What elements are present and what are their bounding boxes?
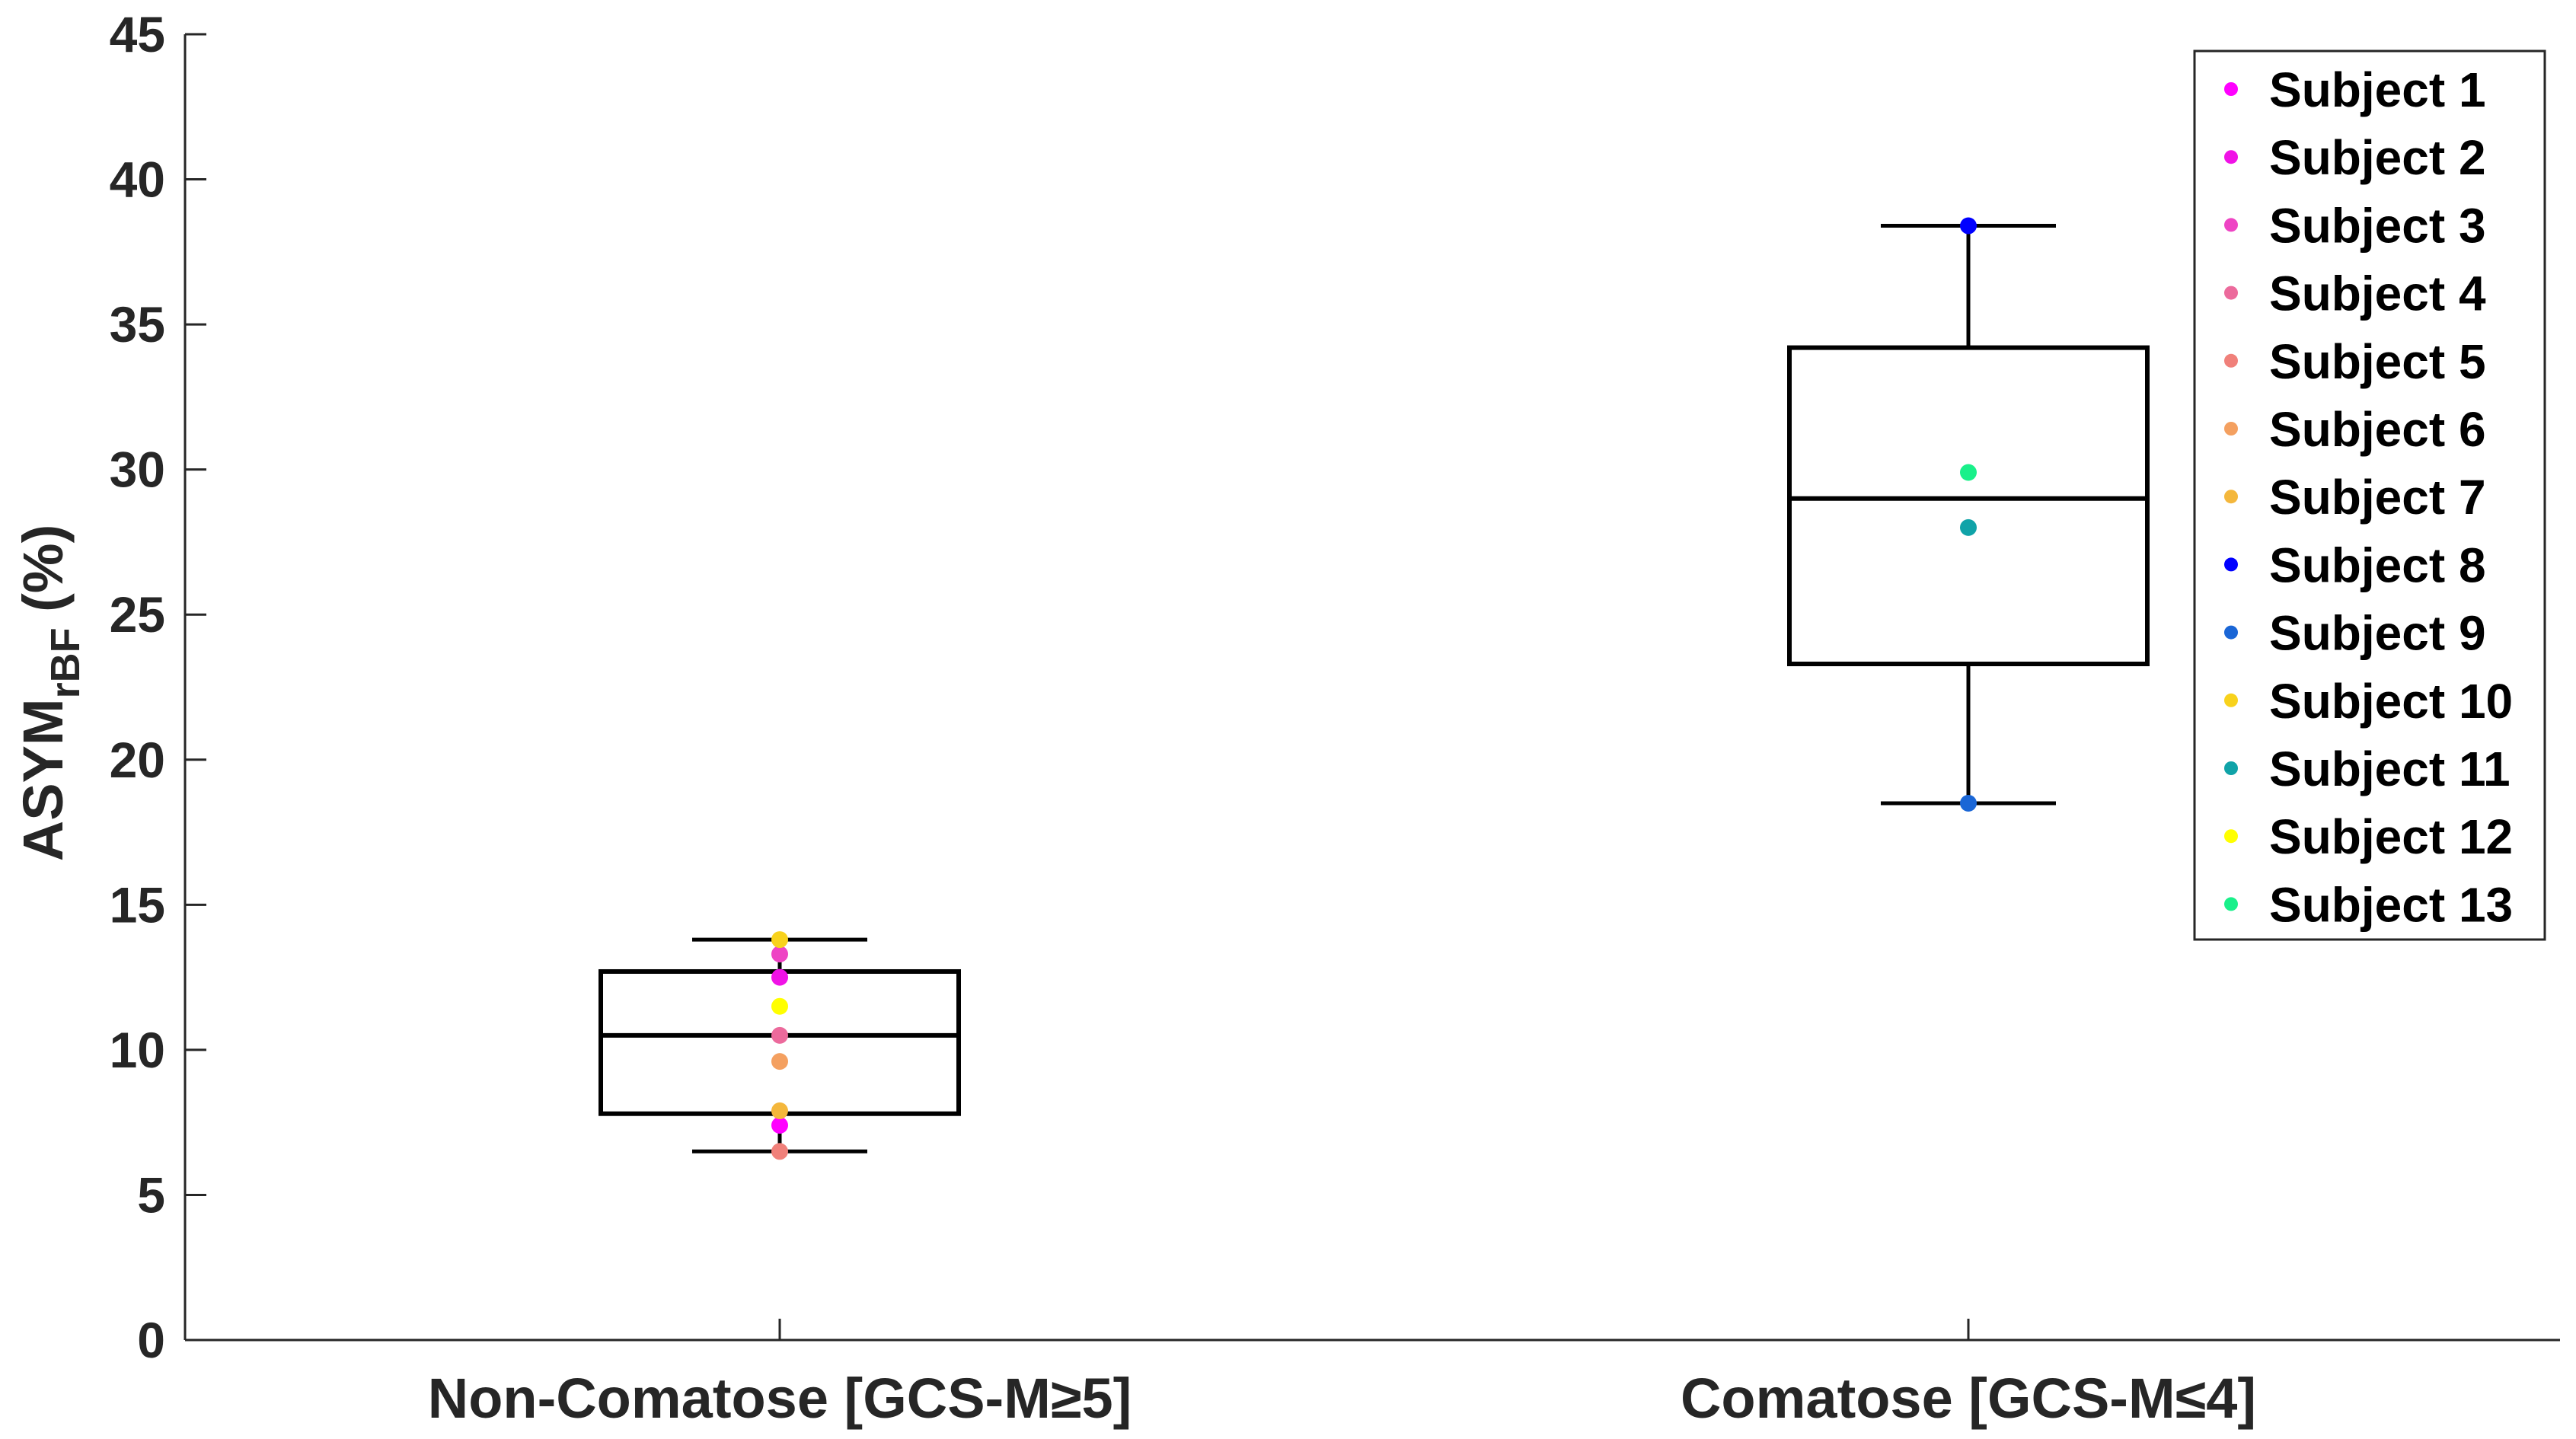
legend-item: Subject 9 bbox=[2224, 606, 2486, 661]
box-plots bbox=[599, 224, 2150, 1153]
y-axis-title-subscript: rBF bbox=[43, 627, 88, 698]
legend-label: Subject 9 bbox=[2269, 606, 2486, 661]
legend-marker bbox=[2224, 422, 2238, 436]
legend-item: Subject 6 bbox=[2224, 402, 2486, 457]
legend-label: Subject 7 bbox=[2269, 470, 2486, 525]
y-tick-label: 20 bbox=[110, 732, 165, 788]
y-tick-label: 35 bbox=[110, 296, 165, 353]
legend-item: Subject 2 bbox=[2224, 130, 2486, 185]
legend-label: Subject 12 bbox=[2269, 809, 2513, 864]
box-2 bbox=[1787, 224, 2150, 806]
legend-label: Subject 1 bbox=[2269, 62, 2486, 117]
y-tick-label: 30 bbox=[110, 442, 165, 498]
y-axis-ticks: 0 5 10 15 20 25 30 35 40 45 bbox=[110, 6, 206, 1368]
x-tick-label: Non-Comatose [GCS-M≥5] bbox=[428, 1367, 1132, 1430]
legend-marker bbox=[2224, 218, 2238, 232]
legend-label: Subject 5 bbox=[2269, 334, 2486, 389]
data-point-subject-1 bbox=[771, 1116, 788, 1134]
data-point-subject-12 bbox=[771, 997, 788, 1015]
legend-item: Subject 12 bbox=[2224, 809, 2513, 864]
y-tick-label: 25 bbox=[110, 586, 165, 643]
data-point-subject-3 bbox=[771, 946, 788, 963]
legend-marker bbox=[2224, 82, 2238, 96]
legend-marker bbox=[2224, 693, 2238, 707]
y-tick-label: 45 bbox=[110, 6, 165, 62]
legend: Subject 1 Subject 2 Subject 3 Subject 4 Subj… bbox=[2193, 49, 2546, 941]
legend-marker bbox=[2224, 761, 2238, 775]
legend-item: Subject 8 bbox=[2224, 538, 2486, 592]
legend-item: Subject 4 bbox=[2224, 266, 2486, 321]
legend-item: Subject 10 bbox=[2224, 674, 2513, 729]
y-tick-label: 5 bbox=[137, 1166, 165, 1223]
data-point-subject-8 bbox=[1960, 217, 1977, 235]
svg-text:ASYMrBF (%): ASYMrBF (%) bbox=[11, 525, 88, 861]
legend-label: Subject 3 bbox=[2269, 198, 2486, 253]
y-axis-title-main: ASYM bbox=[11, 698, 75, 861]
data-point-subject-11 bbox=[1960, 518, 1977, 536]
y-tick-label: 0 bbox=[137, 1312, 165, 1368]
data-point-subject-6 bbox=[771, 1053, 788, 1070]
legend-marker bbox=[2224, 557, 2238, 572]
subject-points bbox=[771, 217, 1977, 1160]
legend-item: Subject 5 bbox=[2224, 334, 2486, 389]
legend-marker bbox=[2224, 897, 2238, 911]
y-tick-label: 40 bbox=[110, 152, 165, 208]
legend-label: Subject 10 bbox=[2269, 674, 2513, 729]
data-point-subject-4 bbox=[771, 1026, 788, 1044]
data-point-subject-9 bbox=[1960, 794, 1977, 812]
legend-marker bbox=[2224, 490, 2238, 504]
plot-axes bbox=[184, 34, 2560, 1342]
y-axis-title: ASYMrBF (%) bbox=[11, 525, 88, 861]
legend-item: Subject 7 bbox=[2224, 470, 2486, 525]
data-point-subject-7 bbox=[771, 1102, 788, 1119]
legend-label: Subject 2 bbox=[2269, 130, 2486, 185]
y-axis-title-unit-text: (%) bbox=[11, 525, 75, 612]
legend-item: Subject 3 bbox=[2224, 198, 2486, 253]
legend-label: Subject 6 bbox=[2269, 402, 2486, 457]
data-point-subject-13 bbox=[1960, 464, 1977, 481]
y-tick-label: 10 bbox=[110, 1022, 165, 1078]
legend-label: Subject 11 bbox=[2269, 742, 2511, 796]
legend-marker bbox=[2224, 353, 2238, 368]
legend-item: Subject 13 bbox=[2224, 877, 2513, 932]
legend-label: Subject 8 bbox=[2269, 538, 2486, 592]
box-iqr bbox=[1787, 345, 2150, 667]
legend-marker bbox=[2224, 150, 2238, 164]
y-tick-label: 15 bbox=[110, 876, 165, 933]
legend-item: Subject 11 bbox=[2224, 742, 2511, 796]
data-point-subject-5 bbox=[771, 1143, 788, 1160]
legend-marker bbox=[2224, 286, 2238, 300]
legend-label: Subject 13 bbox=[2269, 877, 2513, 932]
legend-box bbox=[2193, 49, 2546, 941]
y-axis-title-unit bbox=[11, 612, 75, 628]
data-point-subject-2 bbox=[771, 968, 788, 986]
data-point-subject-10 bbox=[771, 931, 788, 949]
x-axis-ticks: Non-Comatose [GCS-M≥5] Comatose [GCS-M≤4] bbox=[428, 1319, 2256, 1430]
legend-marker bbox=[2224, 625, 2238, 640]
x-tick-label: Comatose [GCS-M≤4] bbox=[1681, 1367, 2256, 1430]
legend-marker bbox=[2224, 829, 2238, 844]
legend-item: Subject 1 bbox=[2224, 62, 2486, 117]
legend-label: Subject 4 bbox=[2269, 266, 2486, 321]
